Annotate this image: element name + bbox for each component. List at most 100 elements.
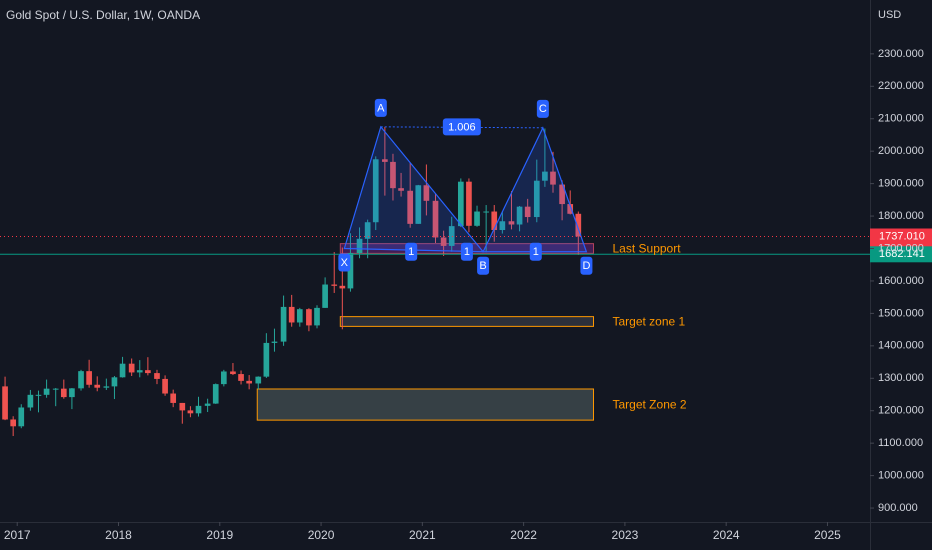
candle-body: [398, 188, 404, 191]
candle-body: [567, 204, 574, 214]
pattern-point-label-badge: [477, 256, 490, 275]
candle-body: [128, 363, 135, 373]
candle-body: [356, 238, 363, 254]
candle-body: [288, 306, 295, 323]
pattern-marker-label: 1: [408, 246, 414, 258]
zone: [256, 388, 595, 421]
candle-body: [103, 386, 110, 388]
candle-body: [111, 377, 118, 387]
candle-body: [296, 309, 303, 323]
candle-body: [466, 181, 472, 226]
y-tick-label: 2100.000: [878, 113, 924, 125]
x-tick-label: 2018: [105, 528, 132, 542]
pattern-point-label: X: [341, 257, 349, 269]
candle-body: [162, 378, 168, 394]
candle-body: [516, 206, 523, 225]
x-tick-label: 2021: [409, 528, 436, 542]
x-tick-label: 2024: [713, 528, 740, 542]
pattern-point-label: C: [539, 103, 547, 115]
y-tick-label: 1300.000: [878, 372, 924, 384]
candle-body: [331, 284, 338, 286]
candle-body: [230, 371, 236, 375]
y-tick-label: 1900.000: [878, 178, 924, 190]
price-tag-label: 1737.010: [879, 230, 925, 242]
candle-body: [10, 419, 17, 427]
y-tick-label: 1600.000: [878, 275, 924, 287]
candle-body: [195, 405, 202, 414]
x-tick-label: 2025: [814, 528, 841, 542]
pattern-marker-label-badge: [460, 242, 473, 261]
candle-body: [415, 185, 422, 224]
y-tick-label: 1800.000: [878, 210, 924, 222]
currency: USD: [878, 9, 901, 21]
y-tick-label: 900.000: [878, 502, 918, 514]
candle-body: [559, 184, 565, 205]
zone-label: Last Support: [613, 242, 682, 256]
pattern-point-label-badge: [374, 98, 387, 117]
pattern-point-label: D: [582, 260, 590, 272]
candle-body: [187, 410, 194, 414]
candle-body: [204, 403, 211, 406]
candle-body: [35, 394, 42, 396]
candle-body: [94, 384, 101, 388]
x-tick-label: 2019: [206, 528, 233, 542]
y-tick-label: 1200.000: [878, 405, 924, 417]
pattern-point-label-badge: [536, 99, 549, 118]
ratio-label: 1.006: [448, 122, 476, 134]
candle-body: [154, 373, 160, 379]
candle-body: [542, 171, 548, 181]
candle-body: [474, 211, 480, 226]
y-tick-label: 2000.000: [878, 145, 924, 157]
candle-body: [508, 221, 515, 225]
chart-title: Gold Spot / U.S. Dollar, 1W, OANDA: [6, 8, 200, 22]
candle-body: [347, 253, 354, 289]
candle-body: [491, 211, 498, 231]
candle-body: [43, 388, 50, 395]
candle-body: [524, 206, 531, 218]
candle-body: [170, 393, 177, 403]
candle-body: [212, 384, 219, 404]
x-tick-label: 2022: [510, 528, 537, 542]
zone-label: Target Zone 2: [613, 398, 687, 412]
pattern-point-label-badge: [580, 256, 593, 275]
candle-body: [314, 307, 320, 326]
zone-label: Target zone 1: [613, 315, 686, 329]
candle-body: [145, 370, 151, 374]
pattern-point-label: A: [377, 102, 385, 114]
candle-body: [382, 159, 388, 162]
ratio-badge: [442, 118, 481, 136]
price-tag-label: 1682.141: [879, 248, 925, 260]
candle-body: [432, 200, 439, 238]
x-tick-label: 2017: [4, 528, 31, 542]
y-tick-label: 2200.000: [878, 80, 924, 92]
y-tick-label: 1400.000: [878, 340, 924, 352]
candle-body: [69, 388, 75, 398]
candle-body: [499, 221, 506, 231]
candle-body: [2, 386, 8, 420]
pattern-marker-label: 1: [533, 246, 539, 258]
candle-body: [271, 341, 278, 343]
candle-body: [423, 185, 430, 201]
price-tag: [870, 246, 932, 263]
candle-body: [575, 213, 582, 237]
pattern-point-label-badge: [338, 253, 351, 272]
candle-body: [280, 306, 287, 342]
candle-body: [136, 370, 143, 373]
candle-body: [220, 371, 227, 385]
candle-body: [364, 222, 371, 239]
candle-body: [18, 407, 25, 427]
candle-body: [372, 159, 379, 223]
candle-body: [339, 285, 346, 289]
x-tick-label: 2023: [612, 528, 639, 542]
candle-body: [52, 388, 59, 390]
y-tick-label: 1100.000: [878, 437, 923, 449]
annotations: Last Support Target zone 1 Target Zone 2 1.…: [338, 98, 932, 412]
candle-body: [238, 374, 244, 381]
candle-body: [27, 394, 34, 408]
y-tick-label: 1500.000: [878, 307, 924, 319]
candle-body: [550, 171, 556, 185]
y-tick-label: 1700.000: [878, 242, 924, 254]
candle-body: [483, 211, 489, 213]
y-tick-label: 1000.000: [878, 470, 924, 482]
